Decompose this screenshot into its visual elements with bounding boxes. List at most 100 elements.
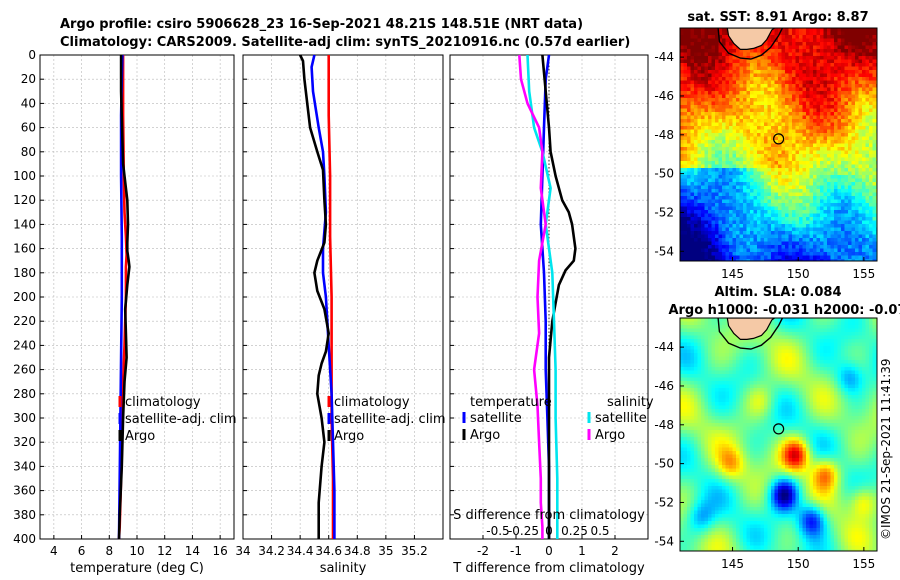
map-cell bbox=[792, 346, 796, 350]
map-cell bbox=[778, 101, 782, 106]
map-cell bbox=[750, 238, 754, 242]
map-cell bbox=[778, 339, 782, 343]
map-cell bbox=[869, 325, 873, 329]
map-cell bbox=[869, 129, 873, 134]
map-cell bbox=[792, 157, 796, 162]
map-cell bbox=[753, 77, 758, 81]
map-cell bbox=[813, 154, 817, 158]
map-cell bbox=[694, 45, 698, 50]
map-cell bbox=[795, 370, 800, 375]
map-cell bbox=[785, 49, 789, 53]
map-cell bbox=[823, 87, 828, 92]
map-cell bbox=[732, 161, 737, 165]
map-cell bbox=[851, 140, 856, 144]
map-cell bbox=[855, 49, 859, 53]
map-cell bbox=[704, 126, 709, 130]
map-cell bbox=[813, 143, 817, 148]
map-cell bbox=[771, 252, 775, 256]
map-cell bbox=[858, 206, 863, 211]
map-cell bbox=[767, 35, 772, 39]
map-cell bbox=[827, 115, 831, 120]
map-cell bbox=[711, 370, 716, 375]
map-cell bbox=[711, 73, 716, 78]
map-cell bbox=[827, 91, 831, 95]
map-cell bbox=[729, 185, 733, 190]
map-cell bbox=[722, 231, 726, 235]
map-cell bbox=[680, 349, 684, 354]
map-cell bbox=[771, 192, 775, 197]
map-cell bbox=[837, 31, 842, 36]
map-cell bbox=[865, 91, 870, 95]
legend-label: Argo bbox=[595, 428, 625, 443]
map-cell bbox=[680, 108, 684, 113]
map-cell bbox=[683, 332, 688, 336]
map-cell bbox=[771, 98, 775, 102]
map-cell bbox=[869, 98, 873, 102]
map-cell bbox=[785, 94, 789, 99]
map-cell bbox=[830, 171, 835, 176]
map-cell bbox=[813, 150, 817, 155]
map-cell bbox=[739, 259, 744, 261]
map-cell bbox=[701, 133, 705, 137]
map-cell bbox=[708, 80, 712, 85]
map-cell bbox=[858, 119, 863, 123]
map-cell bbox=[830, 133, 835, 137]
map-cell bbox=[848, 234, 852, 239]
map-cell bbox=[848, 367, 852, 371]
map-cell bbox=[718, 339, 723, 343]
map-cell bbox=[722, 321, 726, 326]
map-cell bbox=[694, 339, 698, 343]
map-cell bbox=[834, 147, 838, 151]
map-cell bbox=[687, 133, 691, 137]
map-cell bbox=[694, 192, 698, 197]
map-cell bbox=[802, 59, 807, 64]
map-cell bbox=[683, 346, 688, 350]
map-cell bbox=[862, 126, 866, 130]
map-cell bbox=[820, 255, 824, 260]
map-cell bbox=[802, 154, 807, 158]
map-cell bbox=[722, 73, 726, 78]
map-cell bbox=[806, 370, 810, 375]
map-cell bbox=[795, 363, 800, 368]
map-cell bbox=[834, 35, 838, 39]
map-cell bbox=[827, 227, 831, 232]
map-cell bbox=[830, 122, 835, 127]
map-cell bbox=[816, 346, 821, 350]
map-cell bbox=[687, 91, 691, 95]
map-cell bbox=[844, 252, 849, 256]
map-cell bbox=[823, 363, 828, 368]
map-cell bbox=[778, 126, 782, 130]
map-cell bbox=[701, 178, 705, 183]
map-cell bbox=[806, 154, 810, 158]
map-cell bbox=[844, 335, 849, 340]
map-cell bbox=[711, 122, 716, 127]
map-cell bbox=[697, 217, 702, 221]
map-cell bbox=[715, 115, 719, 120]
map-cell bbox=[778, 168, 782, 172]
map-cell bbox=[715, 94, 719, 99]
map-cell bbox=[802, 35, 807, 39]
map-cell bbox=[683, 185, 688, 190]
map-cell bbox=[680, 370, 684, 375]
map-cell bbox=[771, 259, 775, 261]
map-cell bbox=[715, 370, 719, 375]
map-cell bbox=[855, 321, 859, 326]
map-cell bbox=[841, 31, 845, 36]
map-cell bbox=[785, 140, 789, 144]
map-cell bbox=[767, 203, 772, 207]
x-tick-label: 16 bbox=[213, 544, 228, 558]
map-cell bbox=[837, 164, 842, 169]
map-cell bbox=[816, 143, 821, 148]
map-cell bbox=[862, 245, 866, 249]
map-cell bbox=[848, 325, 852, 329]
map-cell bbox=[687, 210, 691, 214]
map-cell bbox=[746, 342, 751, 347]
map-cell bbox=[834, 192, 838, 197]
x-tick-label: 35.2 bbox=[401, 544, 428, 558]
map-cell bbox=[715, 66, 719, 71]
map-cell bbox=[802, 63, 807, 67]
map-cell bbox=[760, 143, 765, 148]
map-cell bbox=[736, 133, 740, 137]
map-cell bbox=[757, 220, 761, 225]
map-cell bbox=[725, 227, 730, 232]
